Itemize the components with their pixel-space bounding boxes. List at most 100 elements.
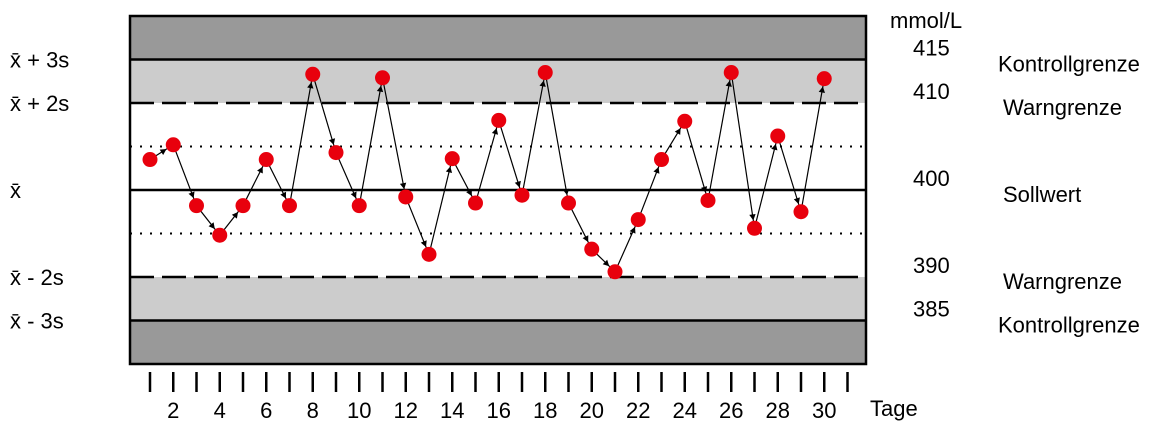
limit-name-0: Kontrollgrenze xyxy=(998,52,1140,77)
x-tick-label-12: 12 xyxy=(394,398,418,421)
series-arrow-11 xyxy=(376,85,384,93)
data-point-day-28 xyxy=(770,128,786,144)
data-point-day-9 xyxy=(328,145,344,161)
series-arrow-29 xyxy=(793,197,800,205)
series-arrow-19 xyxy=(562,188,570,196)
x-tick-label-14: 14 xyxy=(440,398,464,421)
x-tick-label-6: 6 xyxy=(260,398,272,421)
data-point-day-17 xyxy=(514,187,530,203)
data-point-day-27 xyxy=(747,220,762,236)
x-tick-label-10: 10 xyxy=(347,398,371,421)
x-tick-label-4: 4 xyxy=(214,398,226,421)
data-point-day-6 xyxy=(258,152,274,168)
x-tick-label-26: 26 xyxy=(719,398,743,421)
unit-label: mmol/L xyxy=(890,8,962,33)
data-point-day-12 xyxy=(398,189,414,205)
limit-name-3: Sollwert xyxy=(1003,182,1081,207)
series-arrow-30 xyxy=(818,86,825,93)
data-series xyxy=(142,65,832,280)
series-arrow-25 xyxy=(700,186,708,193)
x-tick-label-16: 16 xyxy=(487,398,511,421)
data-point-day-22 xyxy=(630,212,646,228)
data-point-day-4 xyxy=(212,227,228,243)
data-point-day-2 xyxy=(165,137,181,153)
series-arrow-22 xyxy=(629,226,636,234)
data-point-day-16 xyxy=(491,112,507,128)
series-arrow-27 xyxy=(749,213,756,221)
x-tick-label-30: 30 xyxy=(812,398,836,421)
data-point-day-23 xyxy=(654,152,669,168)
x-tick-label-20: 20 xyxy=(580,398,604,421)
right-limit-names: Kontrollgrenze Warngrenze Sollwert Warngren… xyxy=(998,52,1140,338)
series-arrow-23 xyxy=(653,167,660,174)
series-arrow-17 xyxy=(514,180,521,188)
series-arrow-28 xyxy=(771,143,778,151)
x-tick-label-22: 22 xyxy=(626,398,650,421)
data-point-day-15 xyxy=(468,195,483,211)
series-arrow-6 xyxy=(257,166,263,174)
x-axis-tick-labels: 2 4 6 8 10 12 14 16 18 20 22 24 26 28 30 xyxy=(167,398,836,421)
limit-name-5: Warngrenze xyxy=(1003,269,1122,294)
series-arrow-5 xyxy=(231,211,239,219)
data-point-day-13 xyxy=(421,246,437,262)
data-point-day-3 xyxy=(189,198,204,214)
series-arrow-24 xyxy=(674,128,681,135)
data-point-day-1 xyxy=(142,152,158,168)
limit-value-1: 410 xyxy=(913,79,950,104)
limit-value-3: 400 xyxy=(913,166,950,191)
zone-band-1 xyxy=(130,59,866,103)
x-axis-label: Tage xyxy=(870,396,918,421)
limit-value-0: 415 xyxy=(913,36,950,61)
series-arrow-12 xyxy=(399,182,407,190)
series-arrow-14 xyxy=(445,166,453,174)
left-label-0: x̄ + 3s xyxy=(10,48,69,73)
data-point-day-11 xyxy=(375,70,390,86)
zone-band-0 xyxy=(130,16,866,60)
x-tick-label-18: 18 xyxy=(533,398,557,421)
series-arrow-10 xyxy=(350,191,357,199)
limit-value-5: 390 xyxy=(913,253,950,278)
limit-name-6: Kontrollgrenze xyxy=(998,313,1140,338)
series-arrow-15 xyxy=(466,189,472,196)
zone-bands xyxy=(130,16,866,364)
series-arrow-18 xyxy=(539,80,546,87)
data-point-day-7 xyxy=(282,198,297,214)
reference-lines xyxy=(130,58,866,322)
series-arrow-20 xyxy=(582,235,589,243)
data-point-day-21 xyxy=(607,264,623,280)
data-point-day-29 xyxy=(793,204,809,220)
series-arrow-3 xyxy=(188,191,195,199)
limit-value-6: 385 xyxy=(913,297,950,322)
series-arrow-21 xyxy=(602,259,610,267)
x-tick-label-8: 8 xyxy=(307,398,319,421)
left-label-1: x̄ + 2s xyxy=(10,91,69,116)
data-point-day-26 xyxy=(723,65,739,81)
data-point-day-19 xyxy=(561,195,576,211)
left-label-6: x̄ - 3s xyxy=(10,309,64,334)
right-limit-values: 415 410 400 390 385 xyxy=(913,36,950,322)
x-tick-label-24: 24 xyxy=(673,398,697,421)
data-point-day-8 xyxy=(305,66,321,82)
zone-band-3 xyxy=(130,320,866,364)
series-arrow-7 xyxy=(280,191,287,199)
series-arrow-13 xyxy=(420,240,427,247)
zone-band-2 xyxy=(130,277,866,321)
limit-name-1: Warngrenze xyxy=(1003,95,1122,120)
series-arrow-26 xyxy=(725,80,732,87)
plot-frame xyxy=(128,14,868,366)
left-label-3: x̄ xyxy=(10,178,21,203)
series-arrow-9 xyxy=(328,138,336,145)
series-arrow-16 xyxy=(491,128,499,135)
data-point-day-25 xyxy=(700,192,716,208)
series-arrow-8 xyxy=(307,82,314,89)
left-limit-labels: x̄ + 3s x̄ + 2s x̄ x̄ - 2s x̄ - 3s xyxy=(10,48,69,334)
series-arrow-4 xyxy=(208,222,215,229)
x-axis-ticks xyxy=(148,372,849,392)
data-point-day-20 xyxy=(584,241,600,257)
data-point-day-14 xyxy=(444,151,460,167)
left-label-5: x̄ - 2s xyxy=(10,265,64,290)
series-arrow-2 xyxy=(159,149,167,155)
data-point-day-30 xyxy=(816,71,832,87)
x-tick-label-28: 28 xyxy=(766,398,790,421)
